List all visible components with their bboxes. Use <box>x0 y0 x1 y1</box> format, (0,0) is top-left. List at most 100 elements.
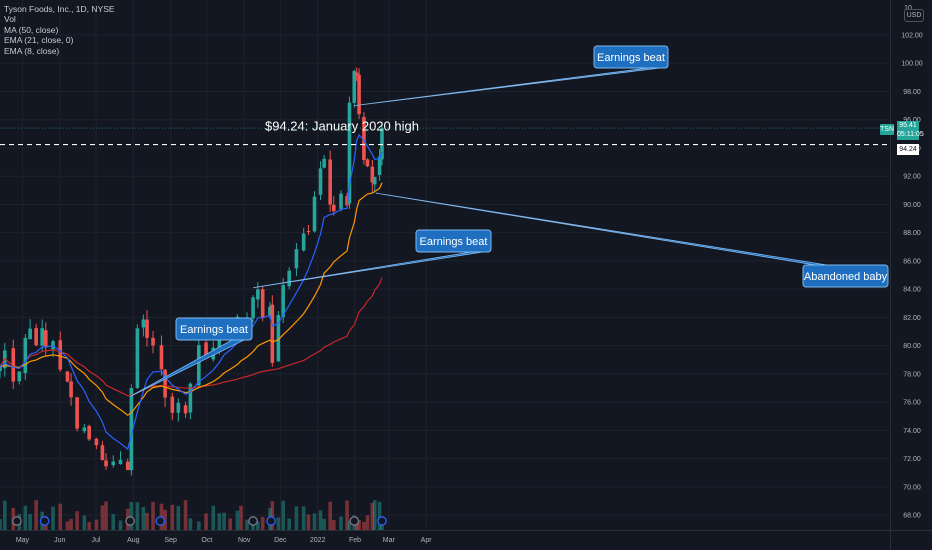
volume-bar <box>294 506 299 530</box>
volume-bar <box>197 521 201 530</box>
time-tick-label[interactable]: Feb <box>349 537 361 544</box>
volume-bar <box>104 501 108 530</box>
candle-body <box>145 319 149 338</box>
time-tick-label[interactable]: Jul <box>91 537 100 544</box>
candle-body <box>294 249 299 269</box>
callout-box[interactable] <box>593 45 669 69</box>
price-tick-label[interactable]: 68.00 <box>903 513 921 520</box>
price-tick-label[interactable]: 82.00 <box>903 315 921 322</box>
time-tick-label[interactable]: Oct <box>201 537 212 544</box>
time-tick-label[interactable]: May <box>16 537 30 544</box>
earnings-icon <box>12 516 22 526</box>
volume-bar <box>23 505 28 530</box>
price-tick-label[interactable]: 76.00 <box>903 400 921 407</box>
callout-pointer <box>252 251 484 289</box>
candle-body <box>188 383 193 413</box>
price-tick-label[interactable]: 78.00 <box>903 371 921 378</box>
legend-ma50[interactable]: MA (50, close) <box>4 24 59 35</box>
candle-body <box>270 304 275 363</box>
candle-body <box>34 328 38 346</box>
time-axis[interactable]: May Jun Jul Aug Sep Oct Nov Dec 2022 Feb Mar Apr <box>0 530 932 545</box>
volume-bar <box>58 503 63 530</box>
candle-body <box>100 445 105 461</box>
legend-ema21[interactable]: EMA (21, close, 0) <box>4 35 74 46</box>
callout-text[interactable]: Abandoned baby <box>804 271 888 283</box>
earnings-icon <box>248 516 258 526</box>
price-tick-label[interactable]: 102.00 <box>901 33 923 40</box>
volume-bar <box>204 513 208 530</box>
callout-box[interactable] <box>415 229 492 253</box>
candle-body <box>281 285 285 318</box>
time-tick-label[interactable]: 2022 <box>310 537 326 544</box>
last-price-badge: 95.41 05:11:05 <box>897 121 924 140</box>
volume-bar <box>222 512 226 530</box>
price-tick-label[interactable]: 72.00 <box>903 456 921 463</box>
volume-bar <box>129 502 134 530</box>
price-tick-label[interactable]: 100.00 <box>901 61 923 68</box>
volume-bar <box>163 509 167 530</box>
price-tick-label[interactable]: 80.00 <box>903 343 921 350</box>
callout-text[interactable]: Earnings beat <box>597 52 665 64</box>
price-tick-label[interactable]: 70.00 <box>903 484 921 491</box>
candle-body <box>352 71 357 103</box>
volume-bar <box>328 501 332 530</box>
volume-bar <box>111 514 116 530</box>
volume-bar <box>357 519 361 530</box>
price-tick-label[interactable]: 84.00 <box>903 287 921 294</box>
time-tick-label[interactable]: Mar <box>383 537 396 544</box>
time-tick-label[interactable]: Jun <box>54 537 65 544</box>
callout-text[interactable]: Earnings beat <box>180 324 248 336</box>
time-tick-label[interactable]: Aug <box>127 537 140 544</box>
callout-pointer <box>375 192 828 266</box>
time-tick-label[interactable]: Nov <box>238 537 251 544</box>
callout-box[interactable] <box>802 264 889 288</box>
price-tick-label[interactable]: 10 <box>904 5 912 12</box>
callout-box[interactable] <box>175 317 253 341</box>
dividend-icon <box>377 516 387 526</box>
time-tick-label[interactable]: Sep <box>164 537 177 544</box>
level-label[interactable]: $94.24: January 2020 high <box>265 119 419 134</box>
price-tick-label[interactable]: 98.00 <box>903 89 921 96</box>
price-tick-label[interactable]: 74.00 <box>903 428 921 435</box>
candle-body <box>58 340 63 370</box>
time-tick-label[interactable]: Apr <box>421 537 433 544</box>
volume-bar <box>281 500 285 530</box>
price-tick-label[interactable]: 86.00 <box>903 258 921 265</box>
candle-body <box>40 328 44 346</box>
candle-body <box>328 159 332 205</box>
ma50-line <box>0 277 383 397</box>
callout-text[interactable]: Earnings beat <box>420 236 488 248</box>
price-tick-label[interactable]: 92.00 <box>903 174 921 181</box>
volume-bar <box>345 500 349 530</box>
candle-body <box>129 388 134 471</box>
price-tick-label[interactable]: 90.00 <box>903 202 921 209</box>
callouts[interactable]: Earnings beat Earnings beat Earnings beat A… <box>129 45 889 397</box>
time-tick-label[interactable]: Dec <box>274 537 287 544</box>
candle-body <box>260 289 265 318</box>
candle-body <box>204 342 208 358</box>
legend-symbol[interactable]: Tyson Foods, Inc., 1D, NYSE <box>4 4 115 14</box>
legend-ema8[interactable]: EMA (8, close) <box>4 45 60 56</box>
volume-bar <box>151 501 155 530</box>
currency-badge[interactable]: USD <box>904 9 924 22</box>
volume-bar <box>65 521 70 530</box>
volume-bar <box>287 518 291 530</box>
volume-bar <box>318 510 323 530</box>
candle-body <box>82 427 87 432</box>
candle-body <box>87 425 91 440</box>
earnings-icon <box>125 516 135 526</box>
candle-body <box>322 158 326 168</box>
candle-body <box>357 74 361 115</box>
volume-bar <box>347 520 352 530</box>
last-price: 95.41 <box>899 122 917 129</box>
candle-body <box>118 459 123 464</box>
candle-body <box>306 230 311 232</box>
price-axis[interactable]: 102.00100.0098.0096.0094.0092.0090.0088.… <box>890 0 923 550</box>
price-tick-label[interactable]: 88.00 <box>903 230 921 237</box>
volume-bar <box>372 500 377 530</box>
price-tick-label[interactable]: 96.00 <box>903 117 921 124</box>
volume-bar <box>75 511 79 530</box>
legend-vol[interactable]: Vol <box>4 14 16 25</box>
candle-body <box>23 337 28 374</box>
